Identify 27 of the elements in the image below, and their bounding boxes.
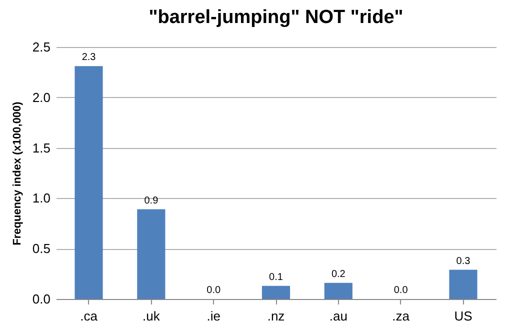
- y-tick-label: 2.0: [32, 90, 50, 105]
- bar: [449, 270, 478, 299]
- x-tick-label: .nz: [267, 308, 285, 324]
- y-tick-label: 1.5: [32, 140, 50, 156]
- x-tick-label: .ie: [206, 308, 220, 324]
- data-label: 0.0: [394, 285, 408, 296]
- data-label: 2.3: [82, 52, 96, 64]
- data-label: 0.2: [331, 268, 346, 280]
- y-tick-label: 0.0: [32, 292, 50, 306]
- data-label: 0.3: [456, 256, 471, 267]
- bar: [262, 286, 290, 299]
- x-tick-label: .au: [329, 308, 348, 324]
- chart-title: "barrel-jumping" NOT "ride": [148, 7, 404, 28]
- y-tick-label: 0.5: [32, 241, 50, 256]
- data-label: 0.9: [144, 195, 159, 206]
- data-label: 0.0: [206, 285, 221, 296]
- bar: [137, 209, 166, 299]
- bar: [324, 282, 352, 299]
- x-tick-label: .uk: [142, 308, 160, 324]
- data-label: 0.1: [269, 272, 284, 283]
- x-tick-label: US: [454, 308, 473, 324]
- bar: [74, 66, 103, 299]
- x-tick-label: .ca: [80, 308, 98, 324]
- y-tick-label: 2.5: [32, 40, 50, 54]
- y-axis-title: Frequency index (x100,000): [11, 101, 24, 246]
- y-tick-label: 1.0: [32, 190, 50, 206]
- x-tick-label: .za: [392, 308, 410, 324]
